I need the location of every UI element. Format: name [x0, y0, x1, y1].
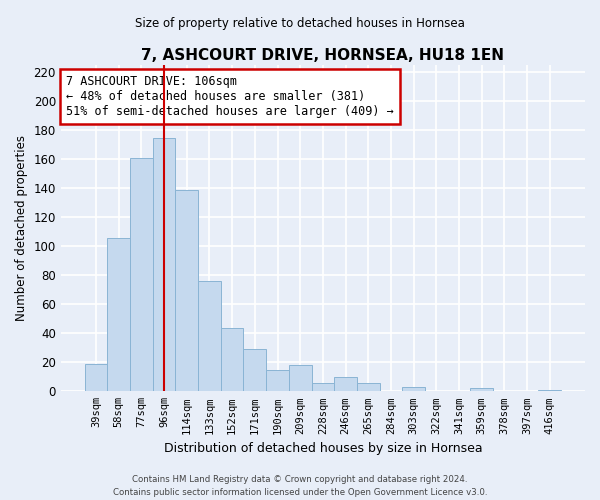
Text: 7 ASHCOURT DRIVE: 106sqm
← 48% of detached houses are smaller (381)
51% of semi-: 7 ASHCOURT DRIVE: 106sqm ← 48% of detach…: [66, 75, 394, 118]
Bar: [198, 281, 221, 392]
Bar: [152, 138, 175, 392]
Text: Contains HM Land Registry data © Crown copyright and database right 2024.
Contai: Contains HM Land Registry data © Crown c…: [113, 476, 487, 497]
Bar: [311, 382, 334, 392]
Bar: [357, 382, 380, 392]
Bar: [85, 364, 107, 392]
Y-axis label: Number of detached properties: Number of detached properties: [15, 135, 28, 321]
Bar: [538, 390, 561, 392]
Bar: [221, 328, 244, 392]
Bar: [289, 365, 311, 392]
Bar: [244, 350, 266, 392]
Bar: [107, 238, 130, 392]
Bar: [334, 377, 357, 392]
Bar: [130, 158, 152, 392]
Bar: [403, 387, 425, 392]
Bar: [470, 388, 493, 392]
Bar: [175, 190, 198, 392]
X-axis label: Distribution of detached houses by size in Hornsea: Distribution of detached houses by size …: [164, 442, 482, 455]
Text: Size of property relative to detached houses in Hornsea: Size of property relative to detached ho…: [135, 18, 465, 30]
Bar: [266, 370, 289, 392]
Title: 7, ASHCOURT DRIVE, HORNSEA, HU18 1EN: 7, ASHCOURT DRIVE, HORNSEA, HU18 1EN: [142, 48, 505, 62]
